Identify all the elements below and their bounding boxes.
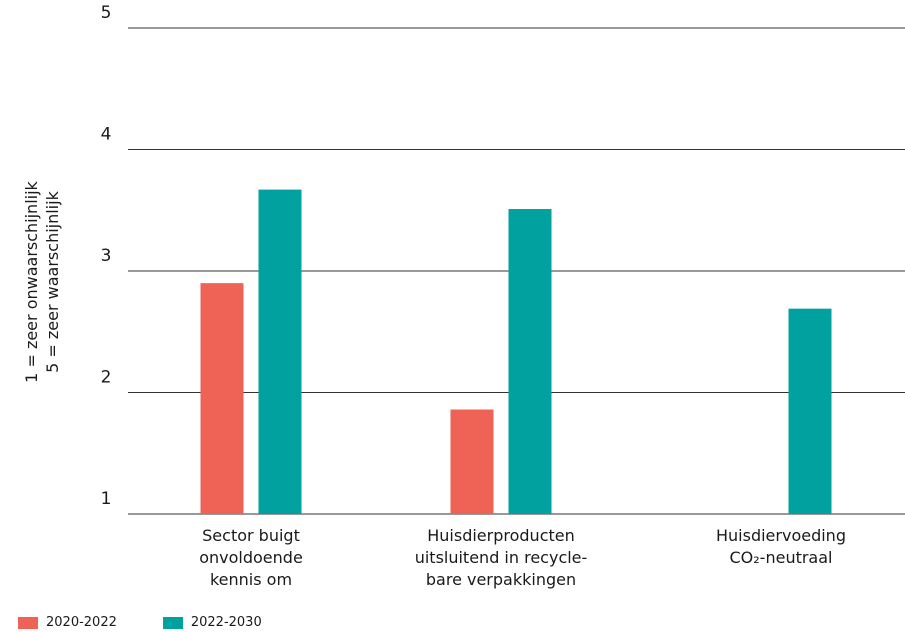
legend-swatch-2020-2022 bbox=[18, 616, 38, 629]
category-label-1: Sector buigt onvoldoende kennis om bbox=[199, 526, 303, 589]
bar-chart: 1 2 3 4 5 Sector buigt onvoldoende kennis om Hu… bbox=[22, 3, 905, 589]
category-label-3: Huisdiervoeding CO₂-neutraal bbox=[716, 526, 846, 567]
category-label-2: Huisdierproducten uitsluitend in recycle-… bbox=[415, 526, 588, 589]
legend-label-2020-2022: 2020-2022 bbox=[46, 615, 117, 630]
category-label-1-line-2: onvoldoende bbox=[199, 548, 303, 567]
bar-2022-2030-cat2 bbox=[508, 209, 552, 514]
y-axis-title-line1: 1 = zeer onwaarschijnlijk bbox=[22, 180, 41, 382]
y-tick-label-4: 4 bbox=[101, 125, 112, 145]
y-tick-label-5: 5 bbox=[101, 3, 112, 23]
bar-2022-2030-cat1 bbox=[258, 189, 302, 514]
bar-2020-2022-cat1 bbox=[200, 283, 244, 514]
legend-swatch-2022-2030 bbox=[162, 616, 183, 629]
category-label-2-line-1: Huisdierproducten bbox=[427, 526, 575, 545]
y-tick-labels: 1 2 3 4 5 bbox=[101, 3, 112, 509]
y-axis-title-line2: 5 = zeer waarschijnlijk bbox=[43, 190, 62, 372]
legend-label-2022-2030: 2022-2030 bbox=[190, 615, 262, 630]
category-label-2-line-2: uitsluitend in recycle- bbox=[415, 548, 588, 567]
legend-item-2020-2022: 2020-2022 bbox=[18, 615, 117, 630]
legend-item-2022-2030: 2022-2030 bbox=[162, 615, 262, 630]
category-label-1-line-1: Sector buigt bbox=[202, 526, 300, 545]
category-label-3-line-1: Huisdiervoeding bbox=[716, 526, 846, 545]
category-label-3-line-2: CO₂-neutraal bbox=[730, 548, 833, 567]
y-tick-label-3: 3 bbox=[101, 246, 112, 266]
category-label-2-line-3: bare verpakkingen bbox=[426, 570, 576, 589]
legend: 2020-2022 2022-2030 bbox=[18, 615, 308, 630]
bars bbox=[200, 189, 832, 514]
bar-2022-2030-cat3 bbox=[788, 308, 832, 514]
category-label-1-line-3: kennis om bbox=[210, 570, 292, 589]
y-tick-label-1: 1 bbox=[101, 489, 112, 509]
bar-2020-2022-cat2 bbox=[450, 409, 494, 514]
y-tick-label-2: 2 bbox=[101, 368, 112, 388]
category-labels: Sector buigt onvoldoende kennis om Huisdier… bbox=[199, 526, 846, 589]
